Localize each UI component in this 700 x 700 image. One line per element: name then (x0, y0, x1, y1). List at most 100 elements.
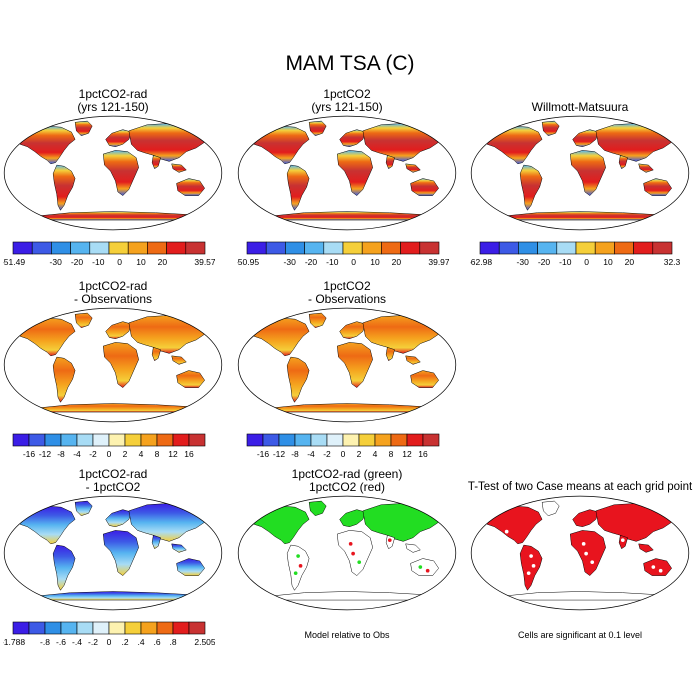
colorbar-label: -62.98 (470, 257, 492, 267)
colorbar-box (326, 433, 344, 447)
colorbar-label: -8 (291, 449, 299, 459)
land-samerica (52, 164, 76, 211)
land-samerica (286, 356, 310, 403)
panel-title: 1pctCO2-rad (78, 279, 148, 293)
colorbar-box (172, 621, 190, 635)
colorbar-box (537, 241, 558, 255)
world-map (3, 495, 223, 611)
panel-1pctco2: 1pctCO2 (yrs 121-150) -50.95 -30 -20 -10 0 10 20… (235, 88, 457, 268)
land-samerica (52, 544, 76, 591)
colorbar-box (156, 433, 174, 447)
colorbar-box (140, 433, 158, 447)
world-map (470, 115, 690, 231)
land-namerica (13, 317, 76, 357)
world-map (237, 115, 457, 231)
map-border (237, 115, 457, 231)
map-border (470, 495, 690, 611)
colorbar-label: 0 (584, 257, 589, 267)
land-greenland (541, 120, 560, 137)
colorbar-label: 0 (117, 257, 122, 267)
colorbar-box (156, 621, 174, 635)
map-border (237, 495, 457, 611)
colorbar-box (323, 241, 344, 255)
colorbar-box (262, 433, 280, 447)
land-india (385, 346, 395, 362)
colorbar-box (51, 241, 71, 255)
colorbar-box (12, 241, 33, 255)
panel-title: Willmott-Matsuura (531, 100, 629, 114)
colorbar-label: 8 (389, 449, 394, 459)
land-namerica (247, 125, 310, 165)
colorbar-label: 20 (625, 257, 635, 267)
colorbar-label: 4 (373, 449, 378, 459)
land-namerica (13, 125, 76, 165)
colorbar: -50.95 -30 -20 -10 0 10 20 39.97 (235, 241, 450, 267)
land-africa (336, 150, 373, 196)
land-greenland (74, 120, 93, 137)
land-europe (339, 509, 366, 527)
colorbar-label: -8 (57, 449, 65, 459)
colorbar-box (147, 241, 167, 255)
land-australia (643, 178, 672, 196)
colorbar-label: -16 (23, 449, 36, 459)
colorbar-label: -30 (517, 257, 530, 267)
land-samerica (519, 544, 543, 591)
colorbar-box (422, 433, 440, 447)
colorbar-box (76, 433, 94, 447)
colorbar-box (285, 241, 305, 255)
map-border (470, 115, 690, 231)
colorbar-label: .4 (137, 637, 144, 647)
colorbar-box (124, 433, 142, 447)
colorbar-box (127, 241, 148, 255)
colorbar-box (166, 241, 187, 255)
land-india (618, 534, 628, 550)
world-map (470, 495, 690, 611)
colorbar-label: -.6 (56, 637, 66, 647)
colorbar-box (108, 621, 126, 635)
colorbar-label: -50.95 (237, 257, 259, 267)
colorbar-label: -16 (257, 449, 270, 459)
colorbar-box (89, 241, 110, 255)
land-samerica (52, 356, 76, 403)
land-asia (362, 123, 446, 162)
panel-willmott-matsuura: Willmott-Matsuura -62.98 -30 -20 -10 0 10 20 32.… (468, 88, 690, 268)
colorbar-box (652, 241, 673, 255)
colorbar-box (108, 241, 129, 255)
colorbar-label: -2 (323, 449, 331, 459)
land-africa (102, 150, 139, 196)
colorbar-box (419, 241, 440, 255)
land-seasia (171, 355, 187, 365)
land-asia (595, 123, 679, 162)
colorbar-box (556, 241, 577, 255)
land-seasia (638, 163, 654, 173)
colorbar: -16 -12 -8 -4 -2 0 2 4 8 12 16 (12, 433, 206, 459)
land-australia (176, 178, 205, 196)
land-greenland (74, 312, 93, 329)
colorbar-box (400, 241, 421, 255)
land-india (618, 154, 628, 170)
land-india (151, 346, 161, 362)
land-africa (336, 342, 373, 388)
colorbar-label: 2 (357, 449, 362, 459)
colorbar-box (406, 433, 424, 447)
panel-rad-minus-obs: 1pctCO2-rad - Observations -16 -12 -8 -4 -2 0 2 4… (3, 280, 223, 460)
map-border (3, 307, 223, 423)
colorbar-label: 16 (418, 449, 428, 459)
colorbar-box (60, 433, 78, 447)
land-namerica (247, 505, 310, 545)
land-europe (572, 129, 599, 147)
colorbar-box (185, 241, 206, 255)
land-namerica (13, 505, 76, 545)
colorbar-box (614, 241, 634, 255)
land-asia (128, 503, 212, 542)
colorbar-label: -.8 (40, 637, 50, 647)
colorbar-box (361, 241, 382, 255)
colorbar: -1.788 -.8 -.6 -.4 -.2 0 .2 .4 .6 .8 2.505 (1, 621, 216, 647)
land-asia (595, 503, 679, 542)
colorbar-label: -2 (89, 449, 97, 459)
land-greenland (308, 120, 327, 137)
colorbar-label: 8 (155, 449, 160, 459)
colorbar-box (12, 621, 30, 635)
land-europe (339, 129, 366, 147)
land-asia (362, 503, 446, 542)
